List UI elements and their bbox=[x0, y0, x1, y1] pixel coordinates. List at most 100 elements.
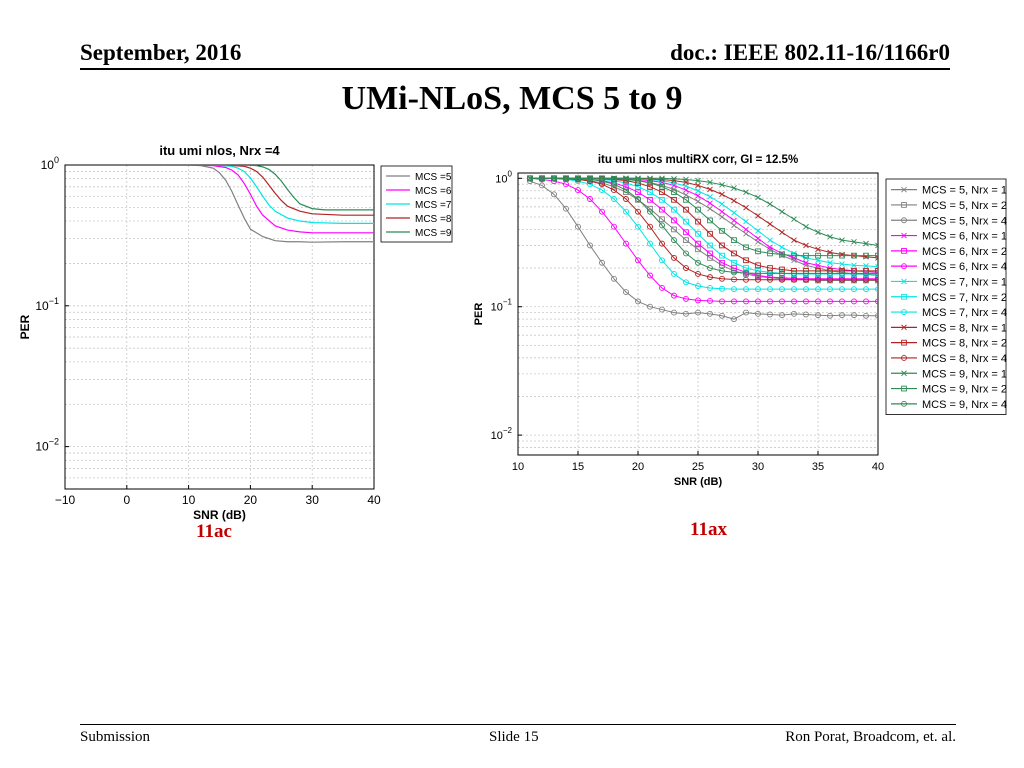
series-line bbox=[530, 177, 878, 290]
data-point bbox=[743, 230, 749, 237]
data-point bbox=[623, 208, 629, 215]
legend-entry: MCS = 5, Nrx = 4 bbox=[922, 215, 1007, 227]
legend-entry: MCS = 5, Nrx = 1 bbox=[922, 185, 1007, 197]
data-point bbox=[827, 259, 833, 266]
data-point bbox=[527, 175, 533, 182]
data-point bbox=[851, 276, 857, 283]
data-point bbox=[671, 237, 677, 244]
data-point bbox=[779, 266, 785, 273]
y-tick-label: 100 bbox=[41, 155, 59, 172]
data-point bbox=[623, 289, 629, 296]
data-point bbox=[587, 196, 593, 202]
data-point bbox=[611, 275, 617, 282]
data-point bbox=[863, 312, 869, 319]
data-point bbox=[851, 262, 857, 269]
data-point bbox=[755, 228, 761, 234]
data-point bbox=[575, 223, 581, 230]
data-point bbox=[623, 196, 629, 202]
legend-marker bbox=[901, 324, 907, 331]
data-point bbox=[635, 189, 641, 196]
data-point bbox=[671, 270, 677, 277]
data-point bbox=[767, 298, 773, 305]
data-point bbox=[827, 270, 833, 277]
data-point bbox=[683, 265, 689, 272]
legend-entry: MCS = 8, Nrx = 4 bbox=[922, 353, 1007, 365]
data-point bbox=[707, 217, 713, 224]
data-point bbox=[767, 237, 773, 243]
data-point bbox=[719, 191, 725, 198]
x-tick-label: 20 bbox=[244, 493, 258, 507]
legend-marker bbox=[901, 293, 907, 300]
data-point bbox=[815, 246, 821, 253]
data-point bbox=[731, 185, 737, 191]
data-point bbox=[863, 276, 869, 283]
data-point bbox=[839, 261, 845, 267]
x-tick-label: 35 bbox=[812, 461, 824, 473]
data-point bbox=[635, 208, 641, 215]
data-point bbox=[851, 239, 857, 245]
data-point bbox=[719, 181, 725, 188]
legend-marker bbox=[901, 339, 907, 346]
data-point bbox=[863, 240, 869, 247]
data-point bbox=[743, 244, 749, 251]
data-point bbox=[767, 250, 773, 257]
data-point bbox=[731, 197, 737, 204]
data-point bbox=[731, 209, 737, 216]
legend-entry: MCS =7 bbox=[415, 200, 452, 211]
legend-entry: MCS =8 bbox=[415, 214, 452, 225]
data-point bbox=[671, 217, 677, 224]
data-point bbox=[659, 176, 665, 183]
data-point bbox=[815, 276, 821, 283]
data-point bbox=[875, 242, 878, 249]
legend-marker bbox=[901, 202, 907, 208]
data-point bbox=[851, 270, 857, 277]
data-point bbox=[707, 310, 713, 317]
data-point bbox=[779, 208, 785, 215]
slide-title: UMi-NLoS, MCS 5 to 9 bbox=[341, 80, 683, 117]
data-point bbox=[839, 270, 845, 277]
data-point bbox=[695, 270, 701, 277]
chart-title: itu umi nlos, Nrx =4 bbox=[159, 143, 280, 158]
data-point bbox=[707, 242, 713, 249]
data-point bbox=[635, 257, 641, 264]
x-tick-label: −10 bbox=[55, 493, 76, 507]
data-point bbox=[875, 270, 878, 277]
data-point bbox=[659, 196, 665, 203]
data-point bbox=[635, 177, 641, 184]
data-point bbox=[755, 310, 761, 317]
data-point bbox=[791, 276, 797, 283]
data-point bbox=[779, 276, 785, 283]
data-point bbox=[791, 298, 797, 305]
data-point bbox=[611, 181, 617, 188]
data-point bbox=[707, 186, 713, 193]
data-point bbox=[827, 276, 833, 283]
data-point bbox=[755, 262, 761, 269]
data-point bbox=[719, 312, 725, 319]
x-tick-label: 10 bbox=[182, 493, 196, 507]
data-point bbox=[791, 237, 797, 243]
data-point bbox=[707, 265, 713, 272]
footer-slide-number: Slide 15 bbox=[489, 729, 539, 745]
data-point bbox=[803, 276, 809, 283]
data-point bbox=[791, 310, 797, 317]
legend-entry: MCS =5 bbox=[415, 172, 452, 183]
data-point bbox=[863, 298, 869, 305]
data-point bbox=[827, 298, 833, 305]
data-point bbox=[767, 244, 773, 251]
legend-entry: MCS = 6, Nrx = 1 bbox=[922, 231, 1007, 243]
data-point bbox=[755, 235, 761, 242]
data-point bbox=[683, 310, 689, 317]
legend-entry: MCS = 7, Nrx = 2 bbox=[922, 292, 1007, 304]
series-1 bbox=[163, 165, 374, 243]
data-point bbox=[719, 267, 725, 274]
data-point bbox=[683, 229, 689, 236]
data-point bbox=[803, 223, 809, 230]
data-point bbox=[731, 217, 737, 224]
data-point bbox=[695, 246, 701, 253]
x-tick-label: 25 bbox=[692, 461, 704, 473]
data-point bbox=[815, 252, 821, 259]
legend-marker bbox=[901, 309, 907, 315]
data-point bbox=[719, 285, 725, 292]
data-point bbox=[731, 222, 737, 229]
data-point bbox=[671, 176, 677, 182]
